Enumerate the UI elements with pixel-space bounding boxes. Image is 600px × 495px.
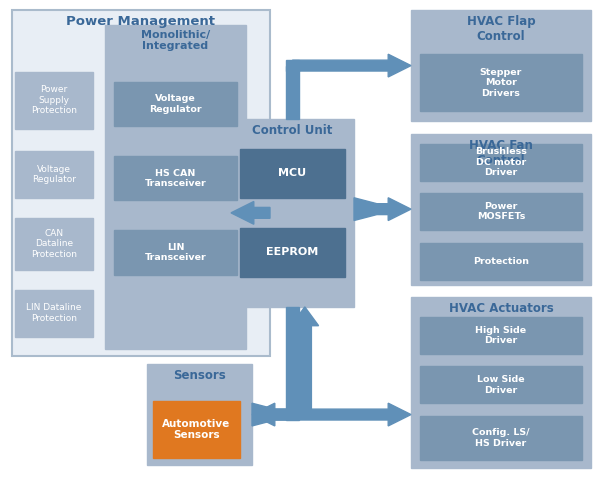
Polygon shape xyxy=(354,198,411,221)
Bar xyxy=(15,290,93,337)
Bar xyxy=(240,148,345,198)
Text: HVAC Fan
Control: HVAC Fan Control xyxy=(469,139,533,167)
Bar xyxy=(420,144,582,181)
Text: MCU: MCU xyxy=(278,168,307,178)
Text: Control Unit: Control Unit xyxy=(253,124,332,137)
Bar xyxy=(153,401,240,458)
Polygon shape xyxy=(252,403,293,426)
Bar xyxy=(114,230,237,275)
Text: Power
MOSFETs: Power MOSFETs xyxy=(477,202,525,221)
Text: LIN Dataline
Protection: LIN Dataline Protection xyxy=(26,303,82,323)
Text: Voltage
Regulator: Voltage Regulator xyxy=(149,94,202,114)
Bar xyxy=(12,10,270,356)
Text: HVAC Flap
Control: HVAC Flap Control xyxy=(467,15,535,43)
Bar xyxy=(420,193,582,230)
Polygon shape xyxy=(293,54,411,77)
Polygon shape xyxy=(286,65,299,119)
Bar xyxy=(420,416,582,460)
Bar xyxy=(240,228,345,277)
Polygon shape xyxy=(291,307,319,415)
Bar xyxy=(15,151,93,198)
Text: Power Management: Power Management xyxy=(67,15,215,28)
Text: Automotive
Sensors: Automotive Sensors xyxy=(163,419,230,440)
Text: HS CAN
Transceiver: HS CAN Transceiver xyxy=(145,168,206,188)
Text: Voltage
Regulator: Voltage Regulator xyxy=(32,165,76,184)
Text: Config. LS/
HS Driver: Config. LS/ HS Driver xyxy=(472,428,530,448)
Bar xyxy=(147,364,252,465)
Text: Stepper
Motor
Drivers: Stepper Motor Drivers xyxy=(480,68,522,98)
Bar xyxy=(420,366,582,403)
Text: Protection: Protection xyxy=(473,256,529,266)
Polygon shape xyxy=(286,60,299,71)
Text: HVAC Actuators: HVAC Actuators xyxy=(449,302,553,315)
Bar xyxy=(411,297,591,468)
Bar xyxy=(420,54,582,111)
Polygon shape xyxy=(286,409,299,420)
Polygon shape xyxy=(252,403,411,426)
Bar xyxy=(114,82,237,126)
Polygon shape xyxy=(286,307,299,415)
Bar xyxy=(114,156,237,200)
Text: High Side
Driver: High Side Driver xyxy=(475,326,527,345)
Text: Brushless
DC motor
Driver: Brushless DC motor Driver xyxy=(475,147,527,177)
Bar xyxy=(420,317,582,354)
Text: CAN
Dataline
Protection: CAN Dataline Protection xyxy=(31,229,77,259)
Text: Power
Supply
Protection: Power Supply Protection xyxy=(31,85,77,115)
Bar xyxy=(231,119,354,307)
Bar xyxy=(420,243,582,280)
Text: LIN
Transceiver: LIN Transceiver xyxy=(145,243,206,262)
Bar xyxy=(411,134,591,285)
Text: Sensors: Sensors xyxy=(173,369,226,382)
Text: Low Side
Driver: Low Side Driver xyxy=(477,375,525,395)
Polygon shape xyxy=(231,201,270,224)
Text: Monolithic/
Integrated: Monolithic/ Integrated xyxy=(141,30,210,51)
Bar xyxy=(411,10,591,121)
Bar xyxy=(15,218,93,270)
Bar xyxy=(15,72,93,129)
Bar xyxy=(105,25,246,349)
Text: EEPROM: EEPROM xyxy=(266,248,319,257)
